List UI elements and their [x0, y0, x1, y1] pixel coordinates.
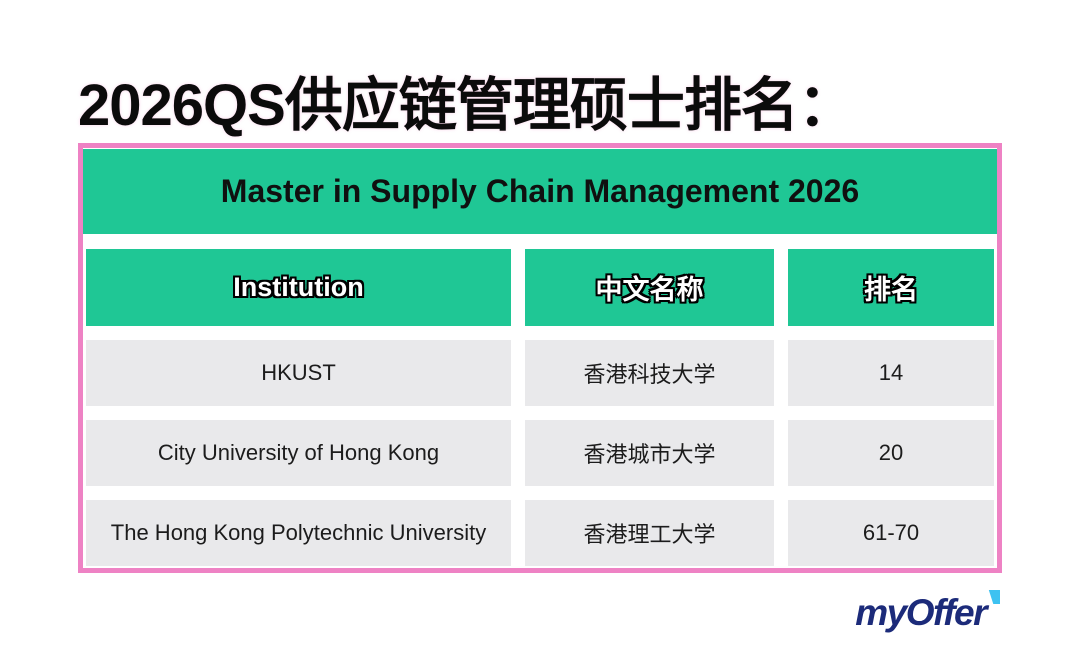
myoffer-logo-text: myOffer: [855, 592, 987, 633]
table-row: City University of Hong Kong 香港城市大学 20: [86, 420, 994, 486]
cell-institution: City University of Hong Kong: [86, 420, 511, 486]
cell-rank: 20: [788, 420, 994, 486]
page-title: 2026QS供应链管理硕士排名：: [78, 73, 856, 138]
cell-chinese-name: 香港理工大学: [525, 500, 774, 566]
table-banner-title: Master in Supply Chain Management 2026: [220, 173, 860, 209]
table-banner: Master in Supply Chain Management 2026: [83, 149, 997, 234]
ranking-table: Master in Supply Chain Management 2026 I…: [78, 143, 1002, 573]
cell-chinese-name: 香港城市大学: [525, 420, 774, 486]
column-header-rank: 排名: [788, 249, 994, 326]
arrow-ne-icon: [988, 590, 1000, 604]
column-header-institution: Institution: [86, 249, 511, 326]
cell-institution: The Hong Kong Polytechnic University: [86, 500, 511, 566]
cell-rank: 61-70: [788, 500, 994, 566]
table-row: The Hong Kong Polytechnic University 香港理…: [86, 500, 994, 566]
table-header-row: Institution 中文名称 排名: [86, 249, 994, 326]
cell-rank: 14: [788, 340, 994, 406]
cell-chinese-name: 香港科技大学: [525, 340, 774, 406]
myoffer-logo: myOffer: [855, 590, 1000, 633]
table-body: Institution 中文名称 排名 HKUST 香港科技大学 14 City…: [83, 234, 997, 568]
table-row: HKUST 香港科技大学 14: [86, 340, 994, 406]
column-header-chinese-name: 中文名称: [525, 249, 774, 326]
cell-institution: HKUST: [86, 340, 511, 406]
